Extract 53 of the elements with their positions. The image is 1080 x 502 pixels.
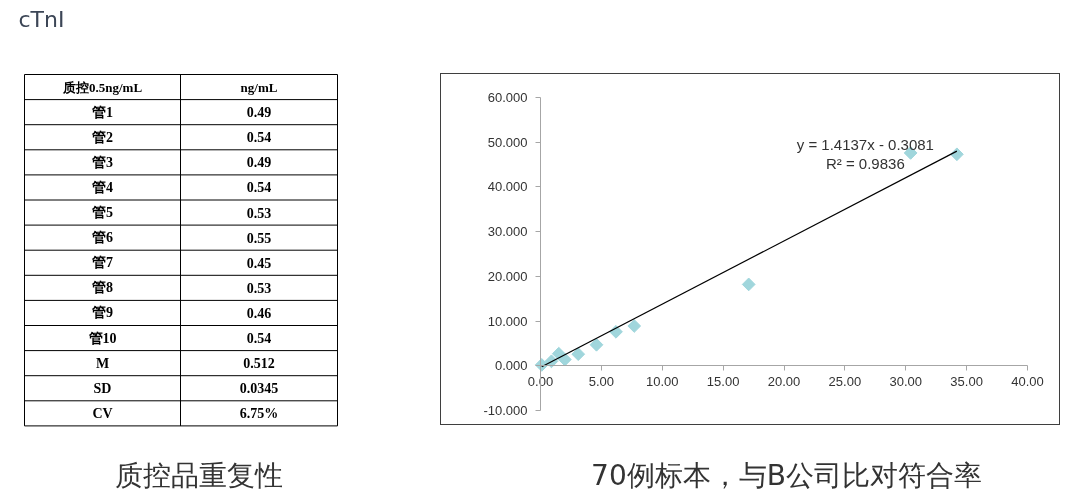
- x-tick-label: 40.00: [1011, 373, 1044, 389]
- category-label: M: [95, 355, 110, 371]
- text: ng/mL: [240, 79, 278, 95]
- category-label: 管2: [91, 129, 113, 145]
- category-label: SD: [93, 380, 112, 396]
- text: 质控0.5ng/mL: [61, 79, 143, 95]
- annotation: R² = 0.9836: [825, 155, 905, 173]
- category-label: 管8: [91, 280, 113, 296]
- text: 0.49: [246, 105, 272, 121]
- text: 70例标本，与B公司比对符合率: [591, 459, 982, 492]
- x-tick-label: 25.00: [828, 373, 862, 389]
- text: 0.54: [246, 130, 272, 146]
- x-tick-label: 15.00: [706, 373, 740, 389]
- x-tick-label: 10.00: [645, 373, 679, 389]
- y-tick-label: 0.000: [494, 358, 528, 374]
- annotation: y = 1.4137x - 0.3081: [796, 135, 934, 153]
- text: 0.55: [246, 230, 272, 246]
- text: 0.512: [243, 356, 275, 372]
- category-label: 管10: [87, 330, 117, 346]
- point: [627, 319, 642, 333]
- point: [571, 347, 586, 362]
- x-tick-label: 30.00: [889, 373, 923, 389]
- category-label: 管7: [91, 255, 113, 271]
- text: 0.45: [246, 255, 272, 271]
- y-tick-label: 20.000: [487, 268, 528, 284]
- text: 0.49: [246, 155, 272, 171]
- x-tick-label: 35.00: [950, 373, 983, 389]
- category-label: 管9: [91, 305, 113, 321]
- point: [589, 337, 604, 352]
- x-tick-label: 20.00: [767, 373, 801, 389]
- text: 0.46: [246, 305, 272, 321]
- y-tick-label: 50.000: [487, 134, 528, 150]
- category-label: 管5: [91, 205, 113, 221]
- category-label: 管1: [91, 104, 113, 120]
- text: 0.0345: [239, 381, 279, 397]
- y-tick-label: 10.000: [487, 313, 528, 329]
- point: [741, 277, 756, 292]
- text: 0.54: [246, 331, 272, 347]
- y-tick-label: 30.000: [487, 224, 528, 240]
- y-tick-label: 60.000: [487, 90, 528, 105]
- category-label: CV: [92, 405, 113, 421]
- y-tick-label: 40.000: [487, 179, 528, 195]
- category-label: 管4: [91, 179, 113, 195]
- text: cTnI: [18, 7, 65, 32]
- text: 质控品重复性: [114, 459, 283, 492]
- text: 6.75%: [239, 405, 279, 421]
- text: 0.53: [246, 280, 272, 296]
- text: 0.53: [246, 205, 272, 221]
- text: 0.54: [246, 180, 272, 196]
- category-label: 管3: [91, 154, 113, 170]
- category-label: 管6: [91, 230, 113, 246]
- x-tick-label: 5.00: [588, 373, 615, 389]
- y-tick-label: -10.000: [483, 403, 528, 418]
